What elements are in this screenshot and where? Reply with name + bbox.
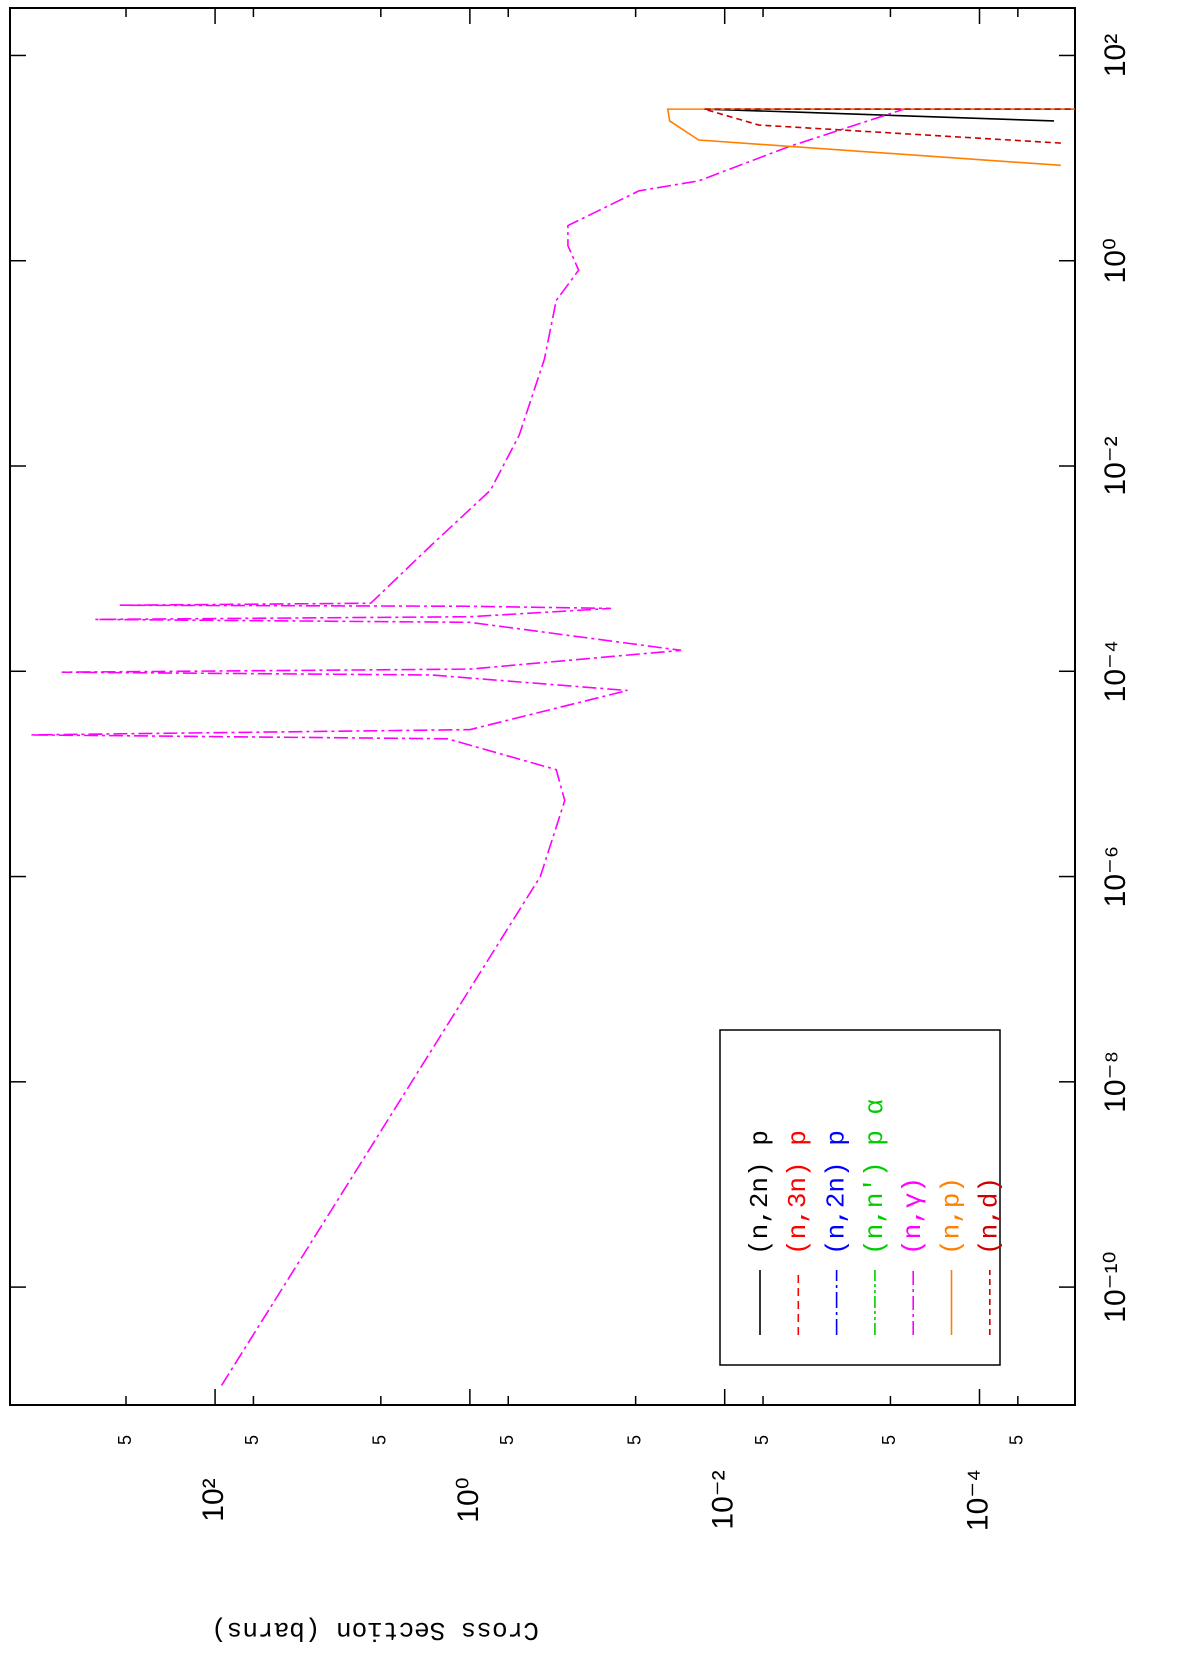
y-tick-label: 5 xyxy=(879,1435,899,1445)
series-layer xyxy=(30,108,1075,1386)
plot-area: Cross Section (barns) 10⁻¹⁰ 10⁻⁸ 10⁻⁶ 10⁻⁴ 1… xyxy=(9,7,1132,1645)
legend-label: (n,n') p α xyxy=(860,1099,890,1255)
x-tick-label: 10⁻¹⁰ xyxy=(1099,1251,1132,1322)
legend-label: (n,d) xyxy=(975,1177,1005,1255)
legend-label: (n,2n) p xyxy=(821,1130,851,1255)
y-tick-label: 10⁻⁴ xyxy=(961,1469,994,1531)
x-tick-label: 10⁰ xyxy=(1099,238,1132,283)
y-tick-label: 5 xyxy=(752,1435,772,1445)
y-tick-label: 5 xyxy=(115,1435,135,1445)
y-tick-label: 5 xyxy=(370,1435,390,1445)
y-tick-label: 5 xyxy=(242,1435,262,1445)
y-tick-label: 5 xyxy=(1007,1435,1027,1445)
legend-label: (n,p) xyxy=(936,1177,966,1255)
series-line xyxy=(666,108,1075,167)
x-tick-label: 10⁻² xyxy=(1099,436,1132,495)
series-line xyxy=(704,108,1075,122)
x-tick-label: 10⁻⁶ xyxy=(1099,846,1132,908)
legend-label: (n,3n) p xyxy=(783,1130,813,1255)
y-tick-label: 10⁰ xyxy=(452,1477,485,1522)
y-tick-label: 10² xyxy=(197,1478,230,1521)
x-tick-label: 10⁻⁸ xyxy=(1099,1051,1132,1113)
legend-label: (n,2n) p xyxy=(745,1130,775,1255)
y-axis-title: Cross Section (barns) xyxy=(211,1615,539,1645)
series-line xyxy=(703,108,1075,144)
x-tick-label: 10⁻⁴ xyxy=(1099,640,1132,702)
x-tick-label: 10² xyxy=(1099,34,1132,77)
legend-label: (n,γ) xyxy=(898,1177,928,1255)
y-tick-label: 5 xyxy=(624,1435,644,1445)
y-tick-label: 10⁻² xyxy=(707,1470,740,1529)
y-tick-label: 5 xyxy=(497,1435,517,1445)
legend-box xyxy=(719,1029,1001,1366)
series-line xyxy=(30,108,905,1386)
frame xyxy=(9,7,1076,1406)
